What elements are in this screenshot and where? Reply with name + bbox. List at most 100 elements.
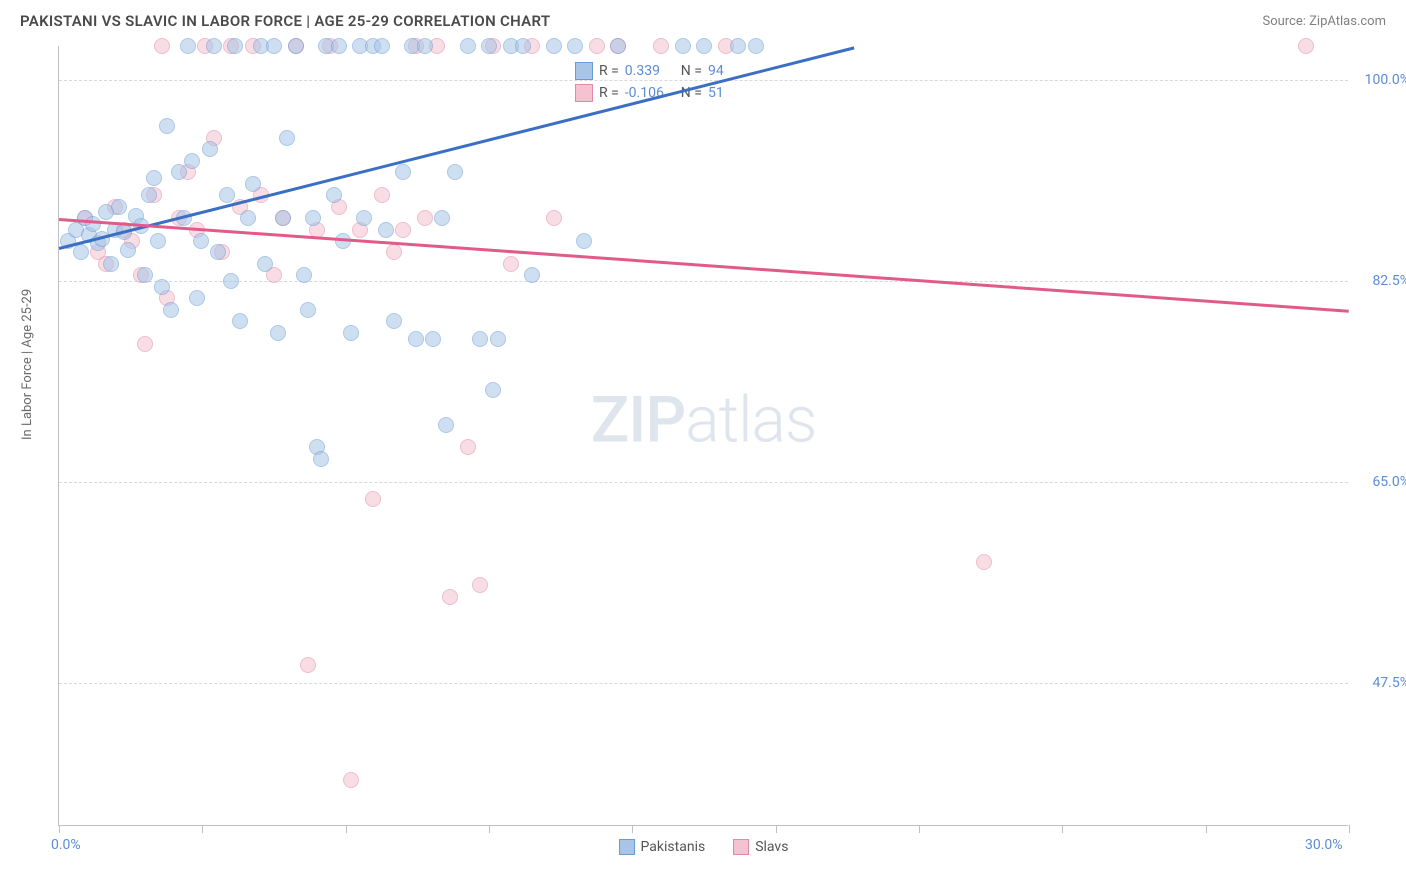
data-point xyxy=(374,38,390,54)
x-tick xyxy=(1349,825,1350,833)
data-point xyxy=(447,164,463,180)
data-point xyxy=(460,439,476,455)
data-point xyxy=(386,244,402,260)
data-point xyxy=(567,38,583,54)
data-point xyxy=(374,187,390,203)
data-point xyxy=(408,331,424,347)
x-tick xyxy=(776,825,777,833)
data-point xyxy=(653,38,669,54)
r-label: R = xyxy=(599,85,619,101)
data-point xyxy=(288,38,304,54)
x-tick xyxy=(489,825,490,833)
data-point xyxy=(417,38,433,54)
x-tick xyxy=(59,825,60,833)
legend-swatch-icon xyxy=(619,839,635,855)
data-point xyxy=(279,130,295,146)
x-tick xyxy=(1062,825,1063,833)
data-point xyxy=(675,38,691,54)
trend-line-pakistanis xyxy=(59,46,855,249)
data-point xyxy=(154,279,170,295)
data-point xyxy=(159,118,175,134)
data-point xyxy=(546,38,562,54)
data-point xyxy=(515,38,531,54)
data-point xyxy=(245,176,261,192)
data-point xyxy=(73,244,89,260)
trend-line-slavs xyxy=(59,218,1349,312)
y-tick-label: 100.0% xyxy=(1365,72,1406,88)
legend: Pakistanis Slavs xyxy=(619,839,789,855)
data-point xyxy=(232,313,248,329)
data-point xyxy=(546,210,562,226)
data-point xyxy=(343,772,359,788)
data-point xyxy=(171,164,187,180)
gridline xyxy=(59,281,1348,282)
data-point xyxy=(524,267,540,283)
data-point xyxy=(180,38,196,54)
data-point xyxy=(227,38,243,54)
data-point xyxy=(386,313,402,329)
data-point xyxy=(343,325,359,341)
data-point xyxy=(296,267,312,283)
y-tick-label: 82.5% xyxy=(1372,273,1406,289)
data-point xyxy=(425,331,441,347)
data-point xyxy=(365,491,381,507)
data-point xyxy=(193,233,209,249)
data-point xyxy=(210,244,226,260)
data-point xyxy=(417,210,433,226)
data-point xyxy=(395,222,411,238)
r-value: 0.339 xyxy=(625,63,675,79)
data-point xyxy=(270,325,286,341)
gridline xyxy=(59,482,1348,483)
data-point xyxy=(300,302,316,318)
data-point xyxy=(223,273,239,289)
data-point xyxy=(137,267,153,283)
data-point xyxy=(305,210,321,226)
data-point xyxy=(395,164,411,180)
data-point xyxy=(503,256,519,272)
data-point xyxy=(434,210,450,226)
data-point xyxy=(976,554,992,570)
correlation-stats-box: R =0.339N =94R =-0.106N =51 xyxy=(569,56,764,108)
data-point xyxy=(313,451,329,467)
data-point xyxy=(748,38,764,54)
data-point xyxy=(472,331,488,347)
data-point xyxy=(589,38,605,54)
x-tick xyxy=(202,825,203,833)
data-point xyxy=(163,302,179,318)
data-point xyxy=(150,233,166,249)
legend-swatch-icon xyxy=(733,839,749,855)
source-label: Source: ZipAtlas.com xyxy=(1262,14,1386,29)
data-point xyxy=(154,38,170,54)
data-point xyxy=(111,199,127,215)
data-point xyxy=(137,336,153,352)
watermark: ZIPatlas xyxy=(591,382,817,457)
legend-item: Pakistanis xyxy=(619,839,706,855)
scatter-chart: ZIPatlas R =0.339N =94R =-0.106N =51 Pak… xyxy=(58,46,1348,826)
data-point xyxy=(240,210,256,226)
data-point xyxy=(120,242,136,258)
x-tick xyxy=(346,825,347,833)
legend-label: Pakistanis xyxy=(641,839,706,855)
data-point xyxy=(219,187,235,203)
x-tick-label: 30.0% xyxy=(1305,837,1343,853)
data-point xyxy=(331,38,347,54)
data-point xyxy=(490,331,506,347)
data-point xyxy=(481,38,497,54)
data-point xyxy=(300,657,316,673)
data-point xyxy=(576,233,592,249)
data-point xyxy=(184,153,200,169)
data-point xyxy=(141,187,157,203)
x-tick xyxy=(1206,825,1207,833)
data-point xyxy=(266,38,282,54)
data-point xyxy=(326,187,342,203)
data-point xyxy=(438,417,454,433)
data-point xyxy=(275,210,291,226)
y-axis-label: In Labor Force | Age 25-29 xyxy=(20,289,35,440)
data-point xyxy=(146,170,162,186)
legend-item: Slavs xyxy=(733,839,788,855)
data-point xyxy=(202,141,218,157)
data-point xyxy=(189,290,205,306)
n-value: 51 xyxy=(708,85,758,101)
data-point xyxy=(103,256,119,272)
x-tick xyxy=(632,825,633,833)
